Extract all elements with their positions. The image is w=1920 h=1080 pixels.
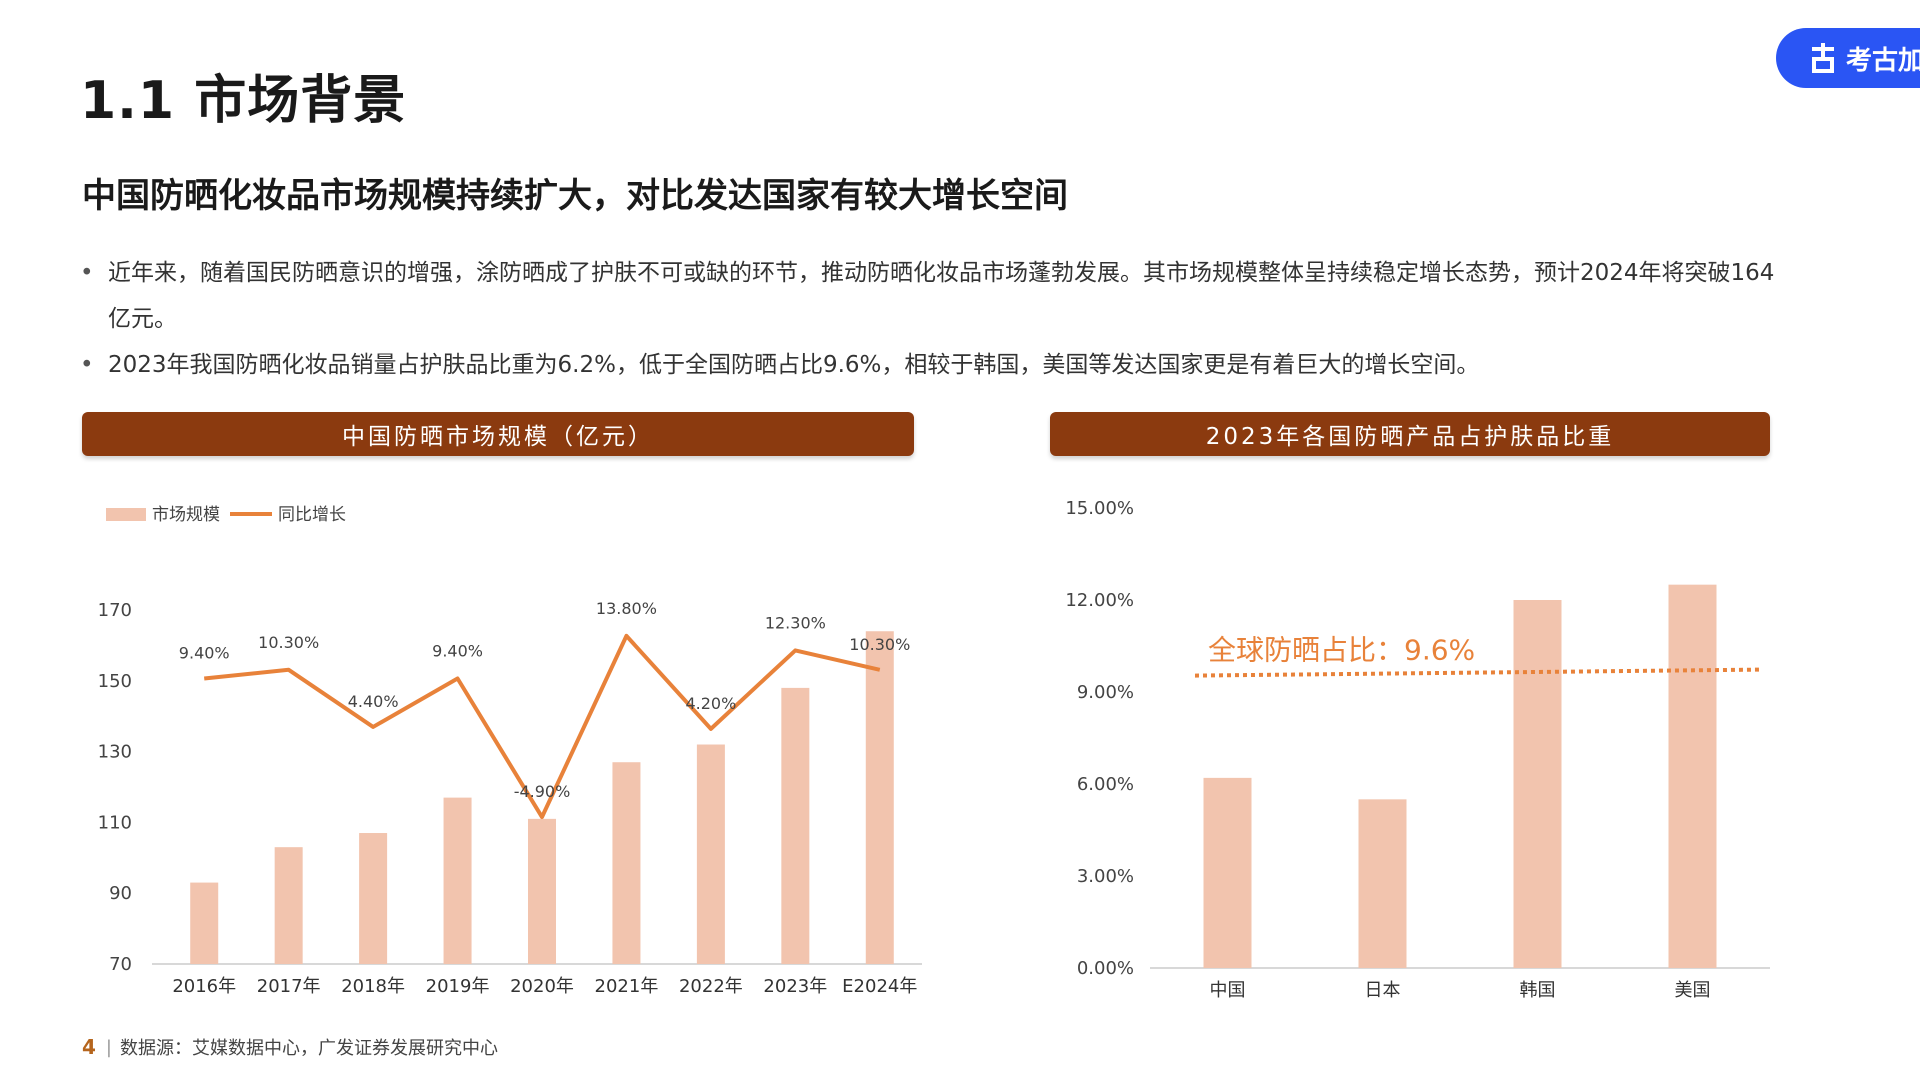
bar-country-share bbox=[1358, 799, 1407, 968]
market-size-chart: 市场规模 同比增长 70 90 110 130 150 170 2016年 2017年 2018年 2… bbox=[98, 505, 922, 997]
x-tick-label: 日本 bbox=[1365, 980, 1401, 1001]
x-tick-label: 2018年 bbox=[341, 976, 405, 997]
growth-label: -4.90% bbox=[514, 782, 571, 801]
brand-logo[interactable]: 考古加 bbox=[1776, 28, 1920, 88]
y-tick-label: 90 bbox=[109, 883, 132, 904]
bullet-item: 近年来，随着国民防晒意识的增强，涂防晒成了护肤不可或缺的环节，推动防晒化妆品市场… bbox=[80, 250, 1780, 342]
right-chart-header: 2023年各国防晒产品占护肤品比重 bbox=[1050, 412, 1770, 456]
footer: 4 | 数据源：艾媒数据中心，广发证券发展研究中心 bbox=[82, 1034, 498, 1060]
growth-label: 9.40% bbox=[179, 644, 230, 663]
growth-label: 4.20% bbox=[685, 694, 736, 713]
y-tick-label: 9.00% bbox=[1077, 682, 1134, 703]
x-tick-label: E2024年 bbox=[842, 976, 917, 997]
y-tick-label: 110 bbox=[98, 812, 132, 833]
y-tick-label: 70 bbox=[109, 954, 132, 975]
bar-country-share bbox=[1203, 777, 1252, 968]
bar-market-size bbox=[190, 882, 219, 964]
y-tick-label: 6.00% bbox=[1077, 774, 1134, 795]
bar-market-size bbox=[443, 797, 472, 964]
bar-country-share bbox=[1513, 600, 1562, 968]
growth-label: 9.40% bbox=[432, 642, 483, 661]
country-share-chart: 0.00% 3.00% 6.00% 9.00% 12.00% 15.00% 中国 日本 韩国 美国… bbox=[1065, 498, 1770, 1001]
x-tick-label: 2016年 bbox=[172, 976, 236, 997]
bar-market-size bbox=[696, 744, 725, 964]
legend-label-line: 同比增长 bbox=[278, 505, 346, 525]
data-source: 数据源：艾媒数据中心，广发证券发展研究中心 bbox=[120, 1038, 498, 1059]
y-tick-label: 0.00% bbox=[1077, 958, 1134, 979]
left-chart-header: 中国防晒市场规模（亿元） bbox=[82, 412, 914, 456]
brand-mark-icon bbox=[1812, 43, 1834, 73]
y-tick-label: 12.00% bbox=[1065, 590, 1134, 611]
footer-separator: | bbox=[105, 1036, 112, 1058]
page-title: 1.1 市场背景 bbox=[80, 71, 407, 131]
section-subtitle: 中国防晒化妆品市场规模持续扩大，对比发达国家有较大增长空间 bbox=[82, 176, 1068, 216]
x-tick-label: 2020年 bbox=[510, 976, 574, 997]
growth-label: 4.40% bbox=[348, 692, 399, 711]
y-tick-label: 3.00% bbox=[1077, 866, 1134, 887]
legend-label-bar: 市场规模 bbox=[152, 505, 220, 525]
bullet-list: 近年来，随着国民防晒意识的增强，涂防晒成了护肤不可或缺的环节，推动防晒化妆品市场… bbox=[80, 250, 1780, 388]
bar-market-size bbox=[865, 631, 894, 964]
growth-label: 12.30% bbox=[765, 613, 826, 632]
bullet-item: 2023年我国防晒化妆品销量占护肤品比重为6.2%，低于全国防晒占比9.6%，相… bbox=[80, 342, 1780, 388]
bar-country-share bbox=[1668, 584, 1717, 968]
x-tick-label: 韩国 bbox=[1520, 980, 1556, 1001]
growth-label: 10.30% bbox=[849, 635, 910, 654]
x-tick-label: 2023年 bbox=[763, 976, 827, 997]
brand-name: 考古加 bbox=[1846, 45, 1920, 76]
x-tick-label: 2021年 bbox=[595, 976, 659, 997]
y-tick-label: 130 bbox=[98, 742, 132, 763]
x-tick-label: 中国 bbox=[1210, 980, 1246, 1001]
page-number: 4 bbox=[82, 1035, 96, 1059]
bar-market-size bbox=[528, 818, 556, 964]
x-tick-label: 美国 bbox=[1675, 980, 1711, 1001]
x-tick-label: 2017年 bbox=[257, 976, 321, 997]
x-tick-label: 2019年 bbox=[426, 976, 490, 997]
bar-market-size bbox=[612, 762, 641, 964]
growth-label: 13.80% bbox=[596, 599, 657, 618]
y-tick-label: 170 bbox=[98, 600, 132, 621]
growth-label: 10.30% bbox=[258, 633, 319, 652]
bar-market-size bbox=[274, 847, 303, 964]
legend-swatch-bar bbox=[106, 508, 146, 521]
reference-line-global bbox=[1194, 667, 1761, 678]
y-tick-label: 150 bbox=[98, 671, 132, 692]
y-tick-label: 15.00% bbox=[1065, 498, 1134, 519]
x-tick-label: 2022年 bbox=[679, 976, 743, 997]
bar-market-size bbox=[781, 687, 810, 964]
bar-market-size bbox=[359, 833, 388, 964]
reference-line-label: 全球防晒占比：9.6% bbox=[1208, 634, 1475, 667]
